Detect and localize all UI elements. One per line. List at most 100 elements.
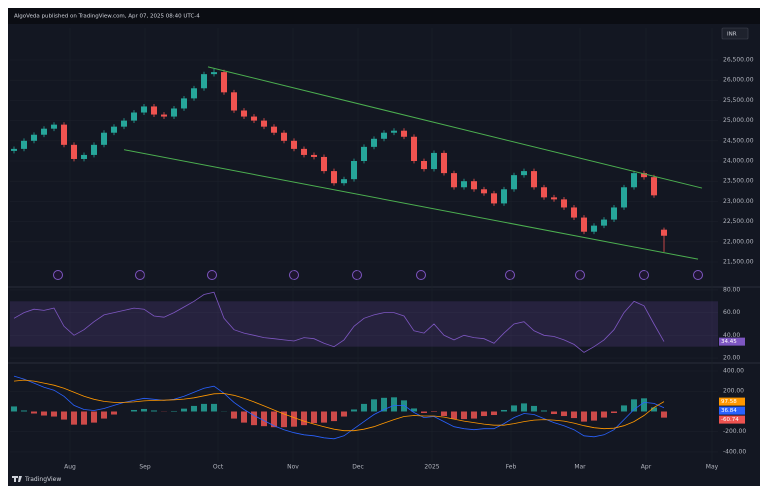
- candle-body: [301, 148, 307, 155]
- candle-body: [211, 72, 217, 75]
- histogram-bar: [241, 411, 247, 423]
- candle-body: [521, 171, 527, 176]
- histogram-bar: [281, 411, 287, 428]
- chart-background: [8, 8, 760, 486]
- histogram-bar: [181, 408, 187, 412]
- candle-body: [91, 144, 97, 155]
- histogram-bar: [261, 411, 267, 427]
- candle-body: [171, 108, 177, 117]
- histogram-bar: [301, 411, 307, 426]
- publisher: AlgoVeda published on TradingView.com, A…: [14, 14, 200, 20]
- candle-body: [491, 193, 497, 204]
- macd-line: [13, 375, 665, 440]
- histogram-bar: [61, 411, 67, 420]
- histogram-bar: [41, 411, 47, 416]
- candle-body: [121, 120, 127, 127]
- event-icon[interactable]: [53, 270, 63, 280]
- histogram-bar: [651, 407, 657, 412]
- x-tick-label: May: [706, 464, 719, 471]
- macd-value-label: 36.84: [721, 408, 737, 414]
- histogram-bar: [251, 411, 257, 426]
- histogram-bar: [411, 408, 417, 412]
- candle-body: [461, 181, 467, 188]
- candle-body: [101, 132, 107, 145]
- y-tick-label: 200.00: [723, 388, 744, 395]
- histogram-bar: [381, 397, 387, 412]
- histogram-bar: [441, 411, 447, 417]
- candle-body: [431, 152, 437, 170]
- histogram-bar: [91, 411, 97, 423]
- histogram-bar: [631, 399, 637, 412]
- y-tick-label: 21,500.00: [723, 259, 754, 266]
- event-icon[interactable]: [352, 270, 362, 280]
- candle-body: [421, 160, 427, 170]
- y-tick-label: 26,500.00: [723, 56, 754, 63]
- signal-line: [13, 379, 665, 432]
- candle-body: [531, 171, 537, 188]
- histogram-bar: [391, 397, 397, 412]
- event-icon[interactable]: [289, 270, 299, 280]
- y-tick-label: 24,500.00: [723, 137, 754, 144]
- event-icon[interactable]: [639, 270, 649, 280]
- histogram-bar: [361, 403, 367, 412]
- event-icon[interactable]: [207, 270, 217, 280]
- candle-body: [451, 173, 457, 188]
- candle-body: [141, 106, 147, 113]
- rsi-value-label-box: [719, 337, 745, 346]
- macd-value-label-box: [719, 397, 745, 406]
- candle-body: [411, 136, 417, 161]
- event-icon[interactable]: [416, 270, 426, 280]
- histogram-bar: [431, 411, 437, 412]
- candle-body: [251, 116, 257, 121]
- candle-body: [11, 148, 17, 151]
- candle-body: [41, 128, 47, 135]
- histogram-bar: [591, 411, 597, 421]
- candle-body: [371, 138, 377, 147]
- candle-body: [351, 160, 357, 180]
- histogram-bar: [231, 411, 237, 419]
- candle-body: [581, 217, 587, 232]
- candle-body: [271, 126, 277, 133]
- candle-body: [561, 199, 567, 208]
- candle-body: [341, 179, 347, 184]
- rsi-value-label: 34.45: [721, 339, 737, 345]
- event-icon[interactable]: [505, 270, 515, 280]
- x-tick-label: Feb: [506, 464, 517, 471]
- candle-body: [591, 225, 597, 232]
- candle-body: [331, 171, 337, 184]
- macd-value-label-box: [719, 415, 745, 424]
- histogram-bar: [561, 411, 567, 417]
- candle-body: [641, 173, 647, 178]
- macd-value-label: 97.58: [721, 399, 737, 405]
- y-tick-label: 40.00: [723, 332, 740, 339]
- x-tick-label: 2025: [424, 464, 439, 471]
- header-bar: [8, 8, 760, 24]
- x-tick-label: Aug: [64, 464, 76, 471]
- macd-value-label-box: [719, 406, 745, 415]
- histogram-bar: [31, 411, 37, 414]
- histogram-bar: [641, 398, 647, 412]
- candle-body: [181, 98, 187, 109]
- y-tick-label: 26,000.00: [723, 77, 754, 84]
- histogram-bar: [481, 411, 487, 417]
- candle-body: [71, 144, 77, 159]
- y-tick-label: 20.00: [723, 355, 740, 362]
- x-tick-label: Apr: [641, 464, 652, 471]
- y-tick-label: -200.00: [723, 428, 746, 435]
- y-tick-label: 23,000.00: [723, 198, 754, 205]
- y-tick-label: 60.00: [723, 309, 740, 316]
- candle-body: [131, 112, 137, 121]
- histogram-bar: [321, 411, 327, 423]
- candle-body: [61, 124, 67, 145]
- candle-body: [611, 207, 617, 220]
- candle-body: [291, 140, 297, 149]
- event-icon[interactable]: [693, 270, 703, 280]
- histogram-bar: [201, 403, 207, 412]
- histogram-bar: [111, 411, 117, 415]
- rsi-band: [10, 301, 718, 347]
- histogram-bar: [461, 411, 467, 420]
- event-icon[interactable]: [135, 270, 145, 280]
- histogram-bar: [191, 405, 197, 412]
- brand-logo: [12, 476, 22, 482]
